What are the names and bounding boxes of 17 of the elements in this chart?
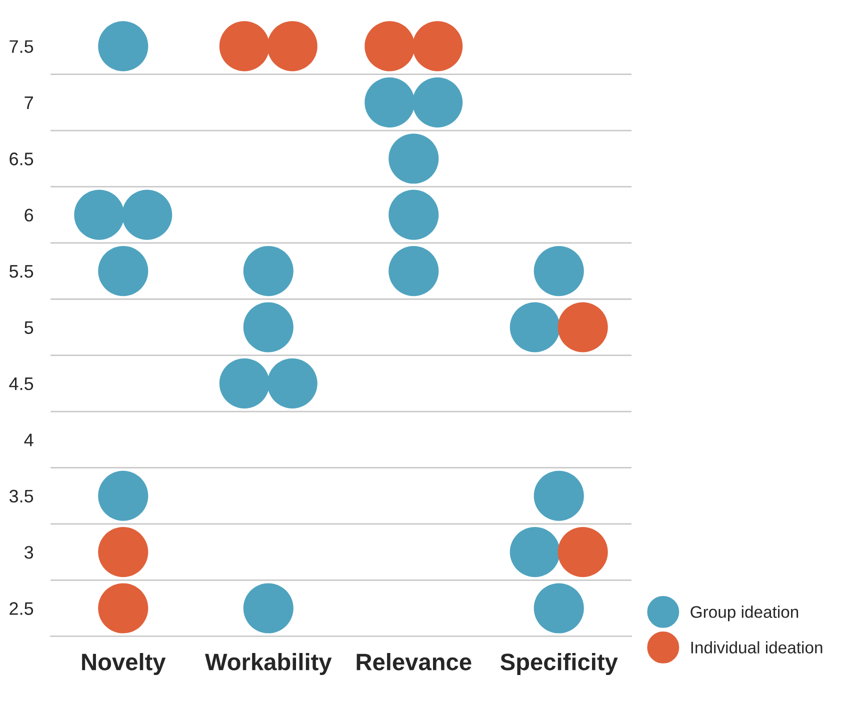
- legend-label: Group ideation: [690, 606, 798, 622]
- y-tick-label: 4.5: [9, 378, 34, 390]
- x-tick-label: Novelty: [82, 653, 166, 676]
- x-tick-label: Workability: [204, 653, 332, 676]
- y-tick-label: 7.5: [10, 40, 34, 53]
- y-tick-label: 2.5: [10, 602, 34, 615]
- y-tick-label: 3.5: [9, 490, 34, 503]
- y-tick-label: 4: [24, 434, 34, 446]
- y-tick-label: 5: [24, 321, 34, 334]
- y-tick-label: 6: [24, 208, 34, 222]
- y-tick-label: 3: [24, 546, 34, 559]
- legend-label: Individual ideation: [691, 641, 822, 654]
- y-tick-label: 7: [24, 96, 33, 109]
- y-tick-label: 5.5: [9, 265, 34, 278]
- x-tick-label: Specificity: [500, 653, 618, 676]
- y-tick-label: 6.5: [10, 152, 34, 166]
- x-tick-label: Relevance: [356, 653, 472, 670]
